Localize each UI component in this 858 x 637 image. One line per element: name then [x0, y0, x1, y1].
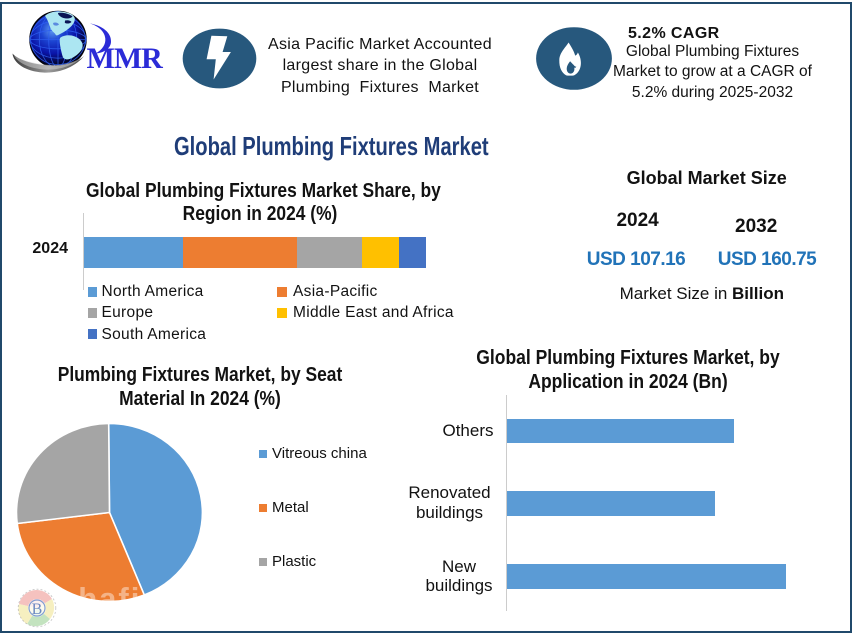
svg-text:B: B: [32, 601, 43, 618]
svg-text:MMR: MMR: [87, 42, 164, 75]
